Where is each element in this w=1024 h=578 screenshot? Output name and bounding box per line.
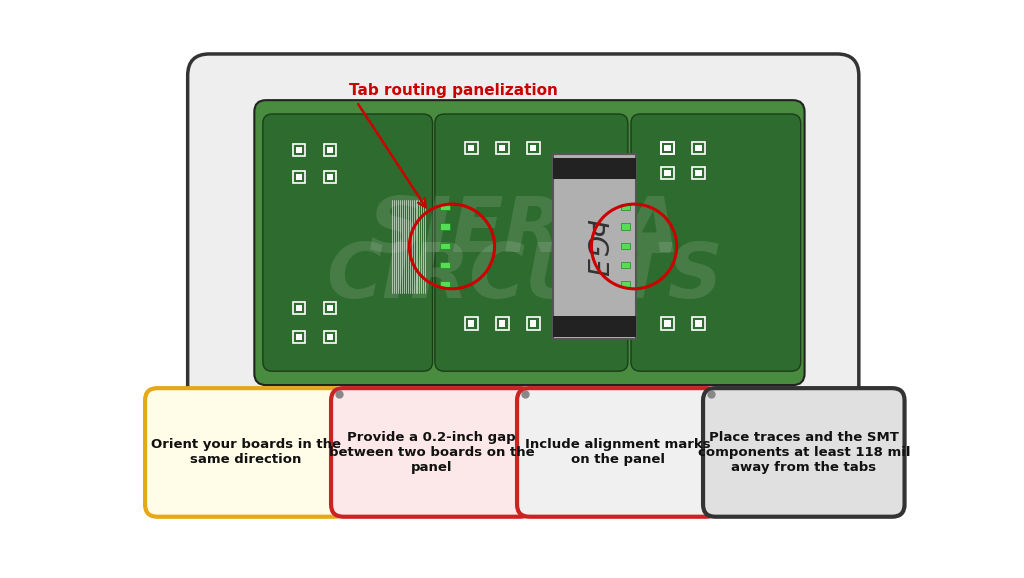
FancyBboxPatch shape [631,114,801,371]
Bar [328,334,334,340]
Bar [440,262,450,268]
FancyBboxPatch shape [435,114,628,371]
Bar [621,243,630,249]
Bar [662,317,674,329]
Bar [530,145,537,151]
Bar [662,142,674,154]
Bar [553,158,636,180]
Bar [553,316,636,338]
Bar [468,320,474,327]
Bar [293,331,305,343]
Bar [500,320,506,327]
FancyBboxPatch shape [517,388,719,517]
FancyBboxPatch shape [703,388,904,517]
Bar [328,305,334,311]
Bar [465,317,477,329]
Bar [621,204,630,210]
Text: SIERRA: SIERRA [369,194,681,268]
FancyBboxPatch shape [187,54,859,417]
Text: Provide a 0.2-inch gap
between two boards on the
panel: Provide a 0.2-inch gap between two board… [329,431,535,474]
Bar [692,317,705,329]
Bar [440,281,450,287]
FancyBboxPatch shape [145,388,346,517]
Text: Include alignment marks
on the panel: Include alignment marks on the panel [525,439,711,466]
Bar [496,317,509,329]
Bar [692,167,705,180]
Text: Tab routing panelization: Tab routing panelization [349,83,558,98]
Bar [665,145,671,151]
Bar [293,144,305,157]
Bar [324,171,337,183]
Bar [695,145,701,151]
Bar [324,302,337,314]
Bar [328,147,334,153]
Bar [662,167,674,180]
Bar [296,305,302,311]
Bar [296,334,302,340]
Bar [665,320,671,327]
Bar [465,142,477,154]
Bar [293,171,305,183]
Bar [527,142,540,154]
Bar [296,174,302,180]
Bar [530,320,537,327]
Bar [440,243,450,249]
Bar [468,145,474,151]
FancyBboxPatch shape [331,388,532,517]
Bar [662,142,674,154]
FancyBboxPatch shape [263,114,432,371]
Bar [328,174,334,180]
Bar [440,204,450,210]
Bar [324,331,337,343]
Text: ÞGƎ: ÞGƎ [581,218,608,275]
Bar [695,320,701,327]
Text: Place traces and the SMT
components at least 118 mil
away from the tabs: Place traces and the SMT components at l… [697,431,910,474]
Bar [621,223,630,229]
Bar [293,302,305,314]
Bar [621,262,630,268]
FancyBboxPatch shape [553,154,636,339]
Bar [665,171,671,176]
Bar [500,145,506,151]
Bar [692,142,705,154]
Bar [695,171,701,176]
Bar [665,145,671,151]
Bar [496,142,509,154]
Bar [621,281,630,287]
Bar [527,317,540,329]
FancyBboxPatch shape [254,100,805,385]
Bar [324,144,337,157]
Bar [440,223,450,229]
Text: CIRCUITS: CIRCUITS [327,240,723,314]
Bar [296,147,302,153]
Text: Orient your boards in the
same direction: Orient your boards in the same direction [151,439,341,466]
